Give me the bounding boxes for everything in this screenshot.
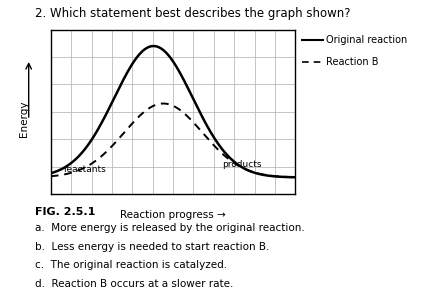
Text: products: products: [222, 160, 262, 169]
Text: b.  Less energy is needed to start reaction B.: b. Less energy is needed to start reacti…: [35, 242, 269, 252]
Text: FIG. 2.5.1: FIG. 2.5.1: [35, 207, 96, 217]
Text: Reaction B: Reaction B: [326, 57, 379, 67]
Text: d.  Reaction B occurs at a slower rate.: d. Reaction B occurs at a slower rate.: [35, 279, 234, 289]
Text: c.  The original reaction is catalyzed.: c. The original reaction is catalyzed.: [35, 260, 228, 270]
Text: Original reaction: Original reaction: [326, 35, 407, 45]
Text: a.  More energy is released by the original reaction.: a. More energy is released by the origin…: [35, 223, 305, 234]
Text: reactants: reactants: [63, 165, 106, 174]
Text: Energy: Energy: [19, 100, 29, 137]
Text: 2. Which statement best describes the graph shown?: 2. Which statement best describes the gr…: [35, 7, 351, 20]
Text: Reaction progress →: Reaction progress →: [120, 210, 226, 220]
